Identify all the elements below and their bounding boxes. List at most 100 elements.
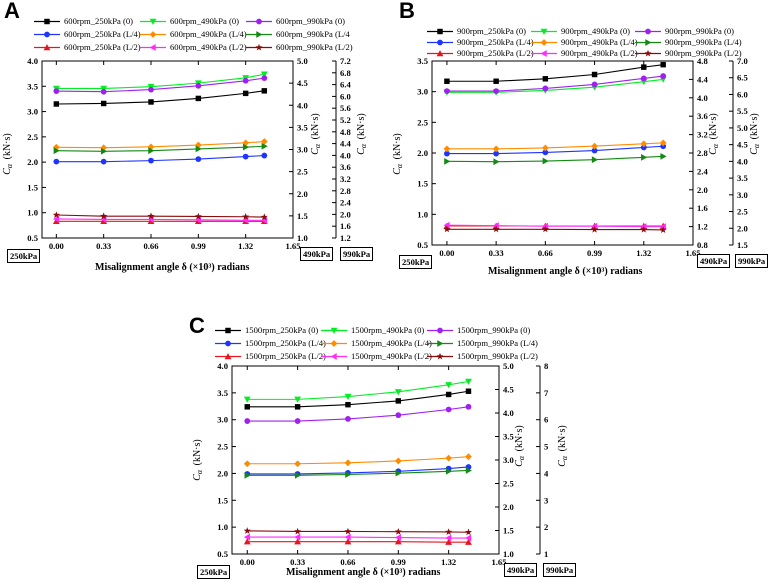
legend-swatch [321, 353, 347, 360]
y-tick-label: 2.5 [297, 167, 308, 177]
y-tick-label: 3 [544, 495, 548, 505]
y-tick-label: 7.2 [340, 56, 351, 66]
y-tick-label: 2.4 [697, 166, 708, 176]
marker-square [44, 18, 50, 25]
marker-circle [660, 73, 667, 79]
marker-triangle-up [344, 538, 352, 545]
marker-triangle-right [591, 156, 598, 164]
marker-square [244, 404, 250, 410]
marker-triangle-left [591, 222, 598, 230]
y-tick-label: 2.8 [340, 186, 351, 196]
marker-square [242, 90, 249, 97]
y-tick-label: 2.0 [503, 502, 514, 512]
marker-circle [242, 153, 249, 160]
y-axis-label-subscript: α [195, 469, 204, 474]
y-axis-label-unit: (kN·s) [749, 113, 760, 142]
marker-triangle-left [344, 533, 351, 541]
plot-a: 0.00 0.33 0.66 0.99 1.32 1.65 0.5 1.0 1.5 2.0 2.5 3… [2, 56, 368, 251]
x-axis-label: Misalignment angle δ (×10³) radians [95, 262, 250, 273]
y-tick-label: 4.0 [503, 408, 514, 418]
legend-swatch [427, 352, 453, 360]
y-tick-label: 3.0 [27, 107, 38, 117]
marker-triangle-down [465, 378, 472, 385]
y-tick-label: 3.6 [697, 111, 708, 121]
legend-swatch [427, 50, 453, 57]
series-line [446, 75, 664, 92]
marker-triangle-left [443, 221, 450, 229]
marker-diamond [149, 31, 157, 38]
y-tick-label: 3.6 [340, 162, 351, 172]
marker-square [395, 398, 402, 404]
marker-square [294, 404, 301, 410]
marker-square [53, 101, 60, 107]
y-tick-label: 6.4 [340, 80, 351, 90]
y-tick-label: 3.5 [417, 56, 428, 66]
y-tick-label: 0.5 [27, 233, 38, 243]
y-tick-label: 5.0 [503, 361, 514, 371]
y-tick-label: 7.0 [737, 56, 748, 66]
y-tick-label: 2.0 [417, 148, 428, 158]
legend-swatch [246, 31, 272, 38]
marker-circle [44, 31, 50, 38]
y-tick-label: 2.5 [27, 132, 38, 142]
marker-diamond [540, 39, 548, 46]
marker-diamond [260, 138, 268, 145]
y-tick-label: 1.6 [697, 203, 708, 213]
legend-swatch [531, 39, 557, 46]
marker-square [660, 61, 666, 68]
panel-letter-b: B [399, 0, 415, 23]
series-line [247, 469, 469, 476]
y-axis-label-unit: (kN·s) [2, 133, 13, 162]
marker-triangle-down [330, 327, 338, 334]
legend-swatch [34, 18, 60, 25]
marker-diamond [445, 454, 453, 462]
marker-diamond [242, 139, 250, 147]
legend-swatch [34, 31, 60, 38]
y-tick-label: 3.5 [27, 81, 38, 91]
legend-swatch [427, 327, 453, 334]
y-tick-label: 1 [544, 549, 548, 559]
legend-b: 900rpm_250kPa (0) 900rpm_490kPa (0) 900r… [426, 26, 742, 62]
marker-circle [437, 327, 443, 334]
y-tick-label: 2.5 [217, 442, 228, 452]
marker-diamond [194, 141, 202, 149]
marker-triangle-right [345, 471, 352, 478]
marker-triangle-right [294, 471, 302, 479]
x-tick-label: 0.00 [49, 241, 64, 251]
x-tick-label: 1.32 [238, 241, 253, 251]
marker-circle [261, 75, 268, 81]
marker-triangle-right [641, 153, 648, 161]
marker-triangle-up [224, 353, 232, 360]
marker-star [659, 226, 667, 233]
marker-circle [100, 158, 107, 165]
legend-swatch [140, 31, 166, 38]
marker-square [437, 28, 443, 35]
x-axis-label: Misalignment angle δ (×10³) radians [488, 266, 643, 277]
y-axis-label-symbol: C [192, 474, 203, 481]
series-line [446, 145, 664, 155]
marker-circle [294, 418, 301, 424]
y-tick-label: 4.0 [340, 150, 351, 160]
y-axis-label: Cα (kN·s) [356, 113, 368, 154]
y-tick-label: 2.5 [503, 479, 514, 489]
y-tick-label: 3.0 [417, 87, 428, 97]
marker-diamond [492, 145, 500, 153]
y-axis-label-subscript: α [5, 163, 14, 168]
y-tick-label: 1.2 [697, 222, 708, 232]
marker-triangle-down [294, 396, 302, 403]
marker-circle [591, 81, 598, 88]
marker-star [464, 528, 473, 536]
series-line [56, 77, 265, 93]
legend-swatch [427, 28, 453, 35]
marker-circle [195, 82, 202, 89]
marker-square [261, 88, 268, 94]
x-tick-label: 1.65 [491, 557, 506, 567]
y-axis-label-unit: (kN·s) [708, 113, 719, 142]
plot-b: 0.00 0.33 0.66 0.99 1.32 1.65 0.5 1.0 1.5 2.0 2.5 3… [392, 56, 761, 258]
marker-diamond [591, 142, 598, 150]
marker-circle [640, 144, 647, 151]
y-tick-label: 4.0 [697, 93, 708, 103]
marker-diamond [443, 145, 451, 153]
marker-triangle-up [394, 538, 402, 545]
marker-circle [591, 147, 598, 154]
